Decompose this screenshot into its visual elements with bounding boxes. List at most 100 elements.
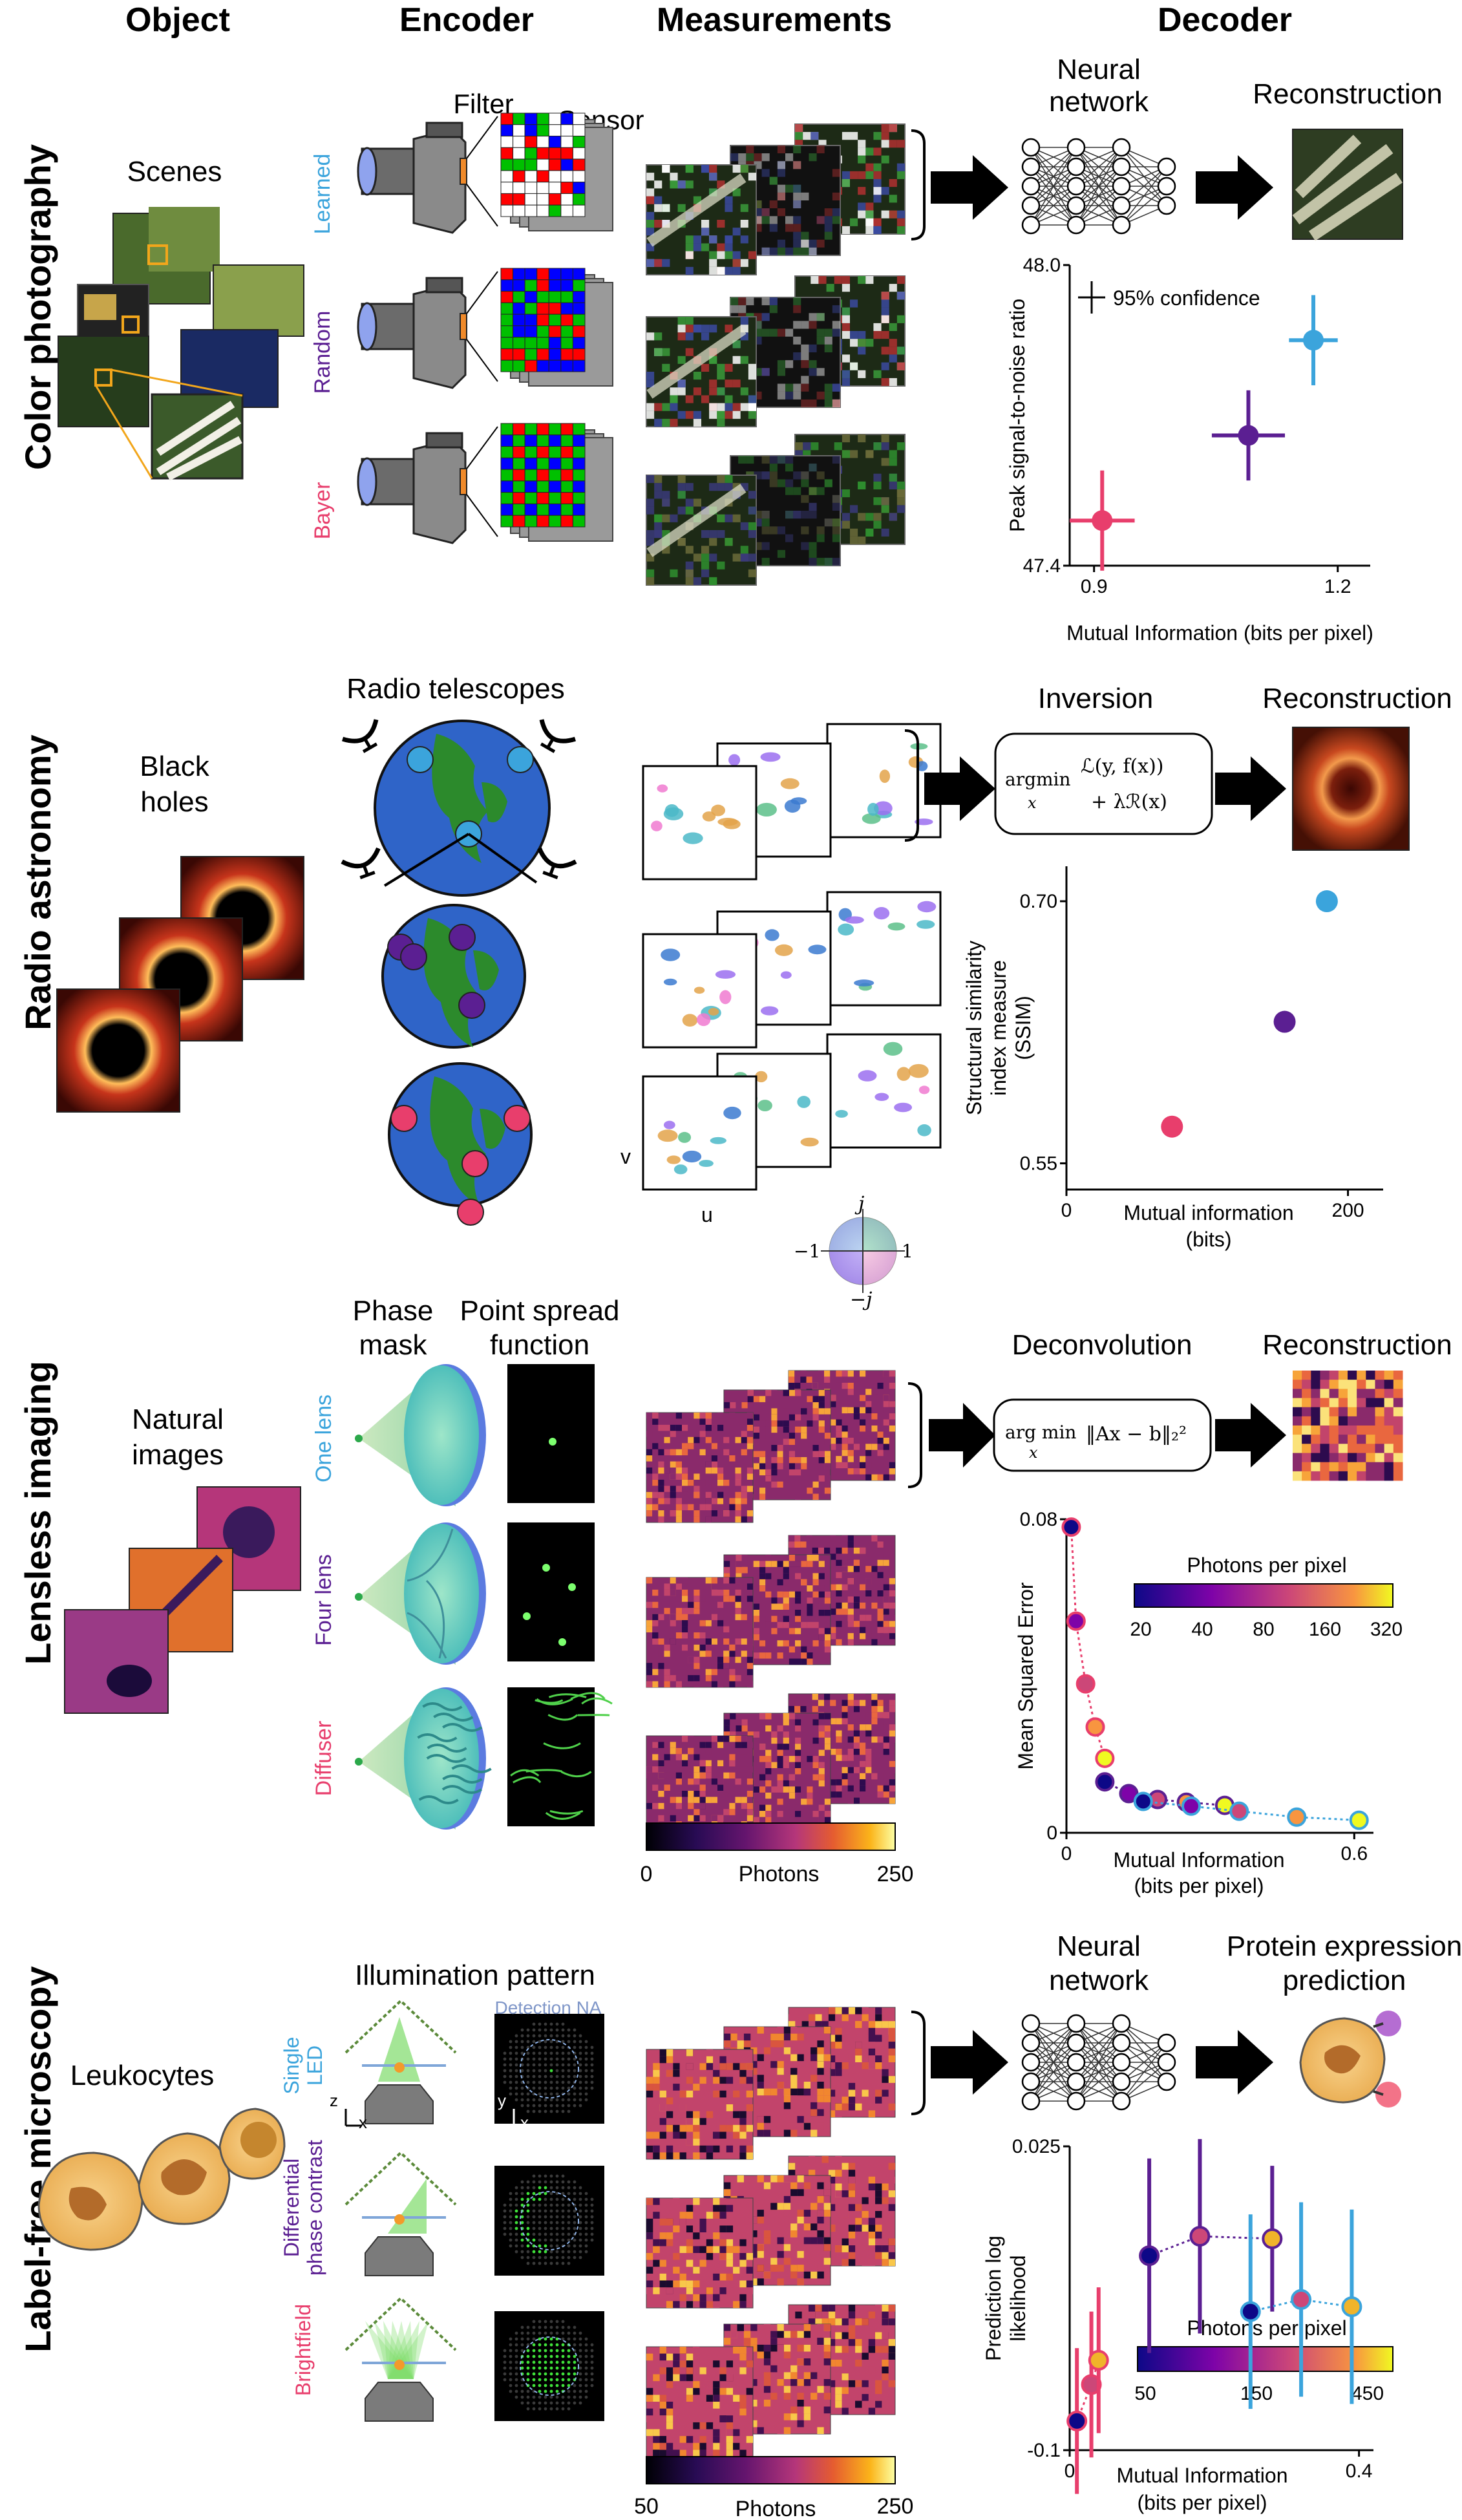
y-axis-label: (SSIM) [1012,996,1035,1060]
series-line [1075,2360,1100,2422]
filter-cell [548,158,562,171]
filter-cell [536,359,549,372]
filter-cell [560,503,573,516]
recon-pixel [1311,1407,1320,1417]
telescope-site [461,1150,489,1177]
filter-cell [572,314,586,326]
detection-pupil-image [494,2166,604,2276]
y-tick-label: 0.70 [1020,891,1057,912]
data-point [1061,1517,1081,1537]
y-axis-label: Structural similarity [962,941,986,1115]
filter-cell [572,302,586,315]
filter-cell [513,446,525,458]
filter-cell [536,515,549,528]
photons-colorbar-max: 250 [877,2494,914,2519]
filter-cell [548,469,562,482]
recon-pixel [1293,1444,1302,1453]
recon-pixel [1366,1380,1375,1389]
neuron [1112,138,1131,157]
uv-sample [879,769,891,783]
recon-pixel [1320,1389,1330,1398]
y-axis-label: Mean Squared Error [1014,1582,1037,1769]
uv-sample [896,1067,911,1081]
recon-pixel [1320,1471,1330,1481]
filter-cell [560,204,573,217]
filter-cell [572,136,586,148]
recon-pixel [1366,1435,1375,1444]
data-point [1262,2228,1283,2249]
uv-sample [651,820,662,831]
filter-cell [548,492,562,504]
filter-cell [513,359,525,372]
filter-cell [572,423,586,436]
filter-cell [560,291,573,303]
filter-grid [500,112,586,217]
psf-caustic [548,1693,587,1698]
earth-globe-icon [381,904,526,1049]
filter-cell [524,279,538,292]
filter-cell [560,446,573,458]
uv-sample [784,799,801,813]
uv-sample [918,1085,930,1094]
data-point [1303,330,1324,351]
filter-cell [500,170,514,183]
recon-pixel [1293,1471,1302,1481]
filter-cell [548,337,562,349]
neuron [1112,157,1131,176]
psf-spot [549,1438,556,1446]
inversion-title: Inversion [1038,683,1154,714]
recon-pixel [1357,1371,1366,1380]
filter-cell [560,158,573,171]
filter-cell [513,279,525,292]
photons-colorbar [646,2456,896,2484]
filter-cell [572,124,586,137]
filter-cell [513,147,525,160]
recon-pixel [1357,1426,1366,1435]
uv-sample [708,1008,719,1016]
filter-cell [536,182,549,194]
x-axis-label: (bits) [1185,1228,1231,1251]
recon-pixel [1293,1453,1302,1463]
filter-cell [572,325,586,338]
recon-pixel [1302,1398,1311,1408]
recon-pixel [1320,1444,1330,1453]
recon-pixel [1302,1416,1311,1426]
filter-cell [572,170,586,183]
radio-dish-icon [537,847,577,879]
recon-pixel [1302,1380,1311,1389]
filter-cell [572,182,586,194]
filter-cell [572,291,586,303]
psf-caustic [513,1776,542,1784]
uv-sample [774,944,793,956]
data-point [1181,1796,1201,1816]
recon-pixel [1329,1389,1339,1398]
header-encoder: Encoder [399,1,534,39]
filter-cell [548,193,562,206]
filter-cell [572,112,586,125]
uv-sample [874,801,893,816]
photons-colorbar-max: 250 [877,1862,914,1886]
uv-sample [663,1120,675,1129]
filter-cell [513,124,525,137]
recon-pixel [1366,1398,1375,1408]
psf-caustic [545,1811,581,1820]
recon-pixel [1302,1371,1311,1380]
filter-cell [548,279,562,292]
uv-sample [760,752,781,762]
recon-pixel [1375,1398,1385,1408]
filter-cell [500,423,514,436]
recon-pixel [1384,1435,1394,1444]
recon-pixel [1329,1426,1339,1435]
recon-pixel [1311,1462,1320,1472]
psf-caustic [581,1697,613,1705]
filter-cell [500,503,514,516]
filter-cell [513,204,525,217]
filter-cell [536,268,549,281]
filter-cell [536,423,549,436]
data-point [1092,510,1113,531]
filter-cell [524,291,538,303]
recon-pixel [1384,1453,1394,1463]
recon-pixel [1302,1407,1311,1417]
psf-spot [542,1564,550,1572]
x-axis-label: Mutual Information [1113,1848,1284,1872]
